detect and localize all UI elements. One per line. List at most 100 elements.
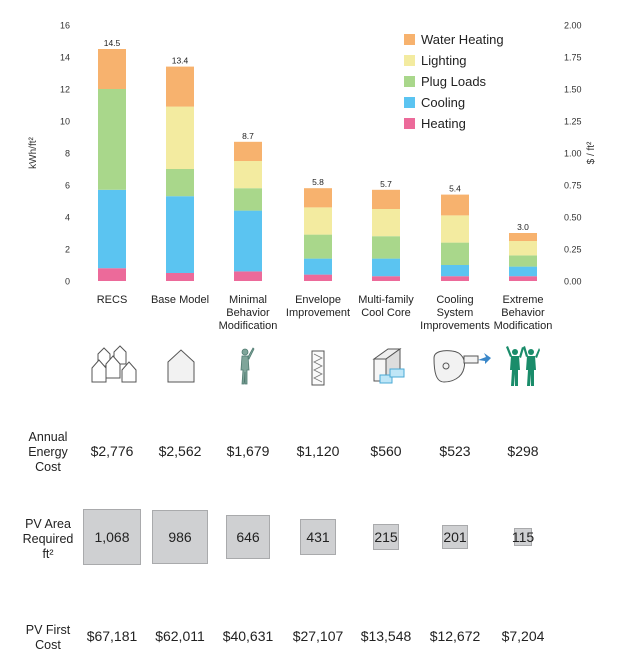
bar-segment-lighting <box>234 161 262 189</box>
bar-segment-cooling <box>166 196 194 273</box>
bar-segment-plug-loads <box>304 234 332 259</box>
wall-section-icon <box>310 350 326 386</box>
category-label-line: RECS <box>96 294 128 306</box>
pv-area-box <box>513 527 533 547</box>
category-label-line: Improvements <box>420 320 490 332</box>
pv-area-value: 986 <box>168 529 192 545</box>
pv-first-cost-value: $12,672 <box>429 628 481 644</box>
bar-segment-water-heating <box>234 141 262 161</box>
pv-area-value: 201 <box>443 529 467 545</box>
bar-segment-heating <box>234 271 262 281</box>
pv-area-box <box>299 519 337 555</box>
person-icon <box>236 344 256 386</box>
y2-tick-label: 1.75 <box>564 53 582 63</box>
y-tick-label: 12 <box>60 85 70 95</box>
bar-segment-plug-loads <box>234 188 262 211</box>
pv-area-value: 115 <box>511 529 535 545</box>
bar-segment-cooling <box>304 258 332 275</box>
category-label: RECS <box>70 294 154 307</box>
bar-segment-heating <box>98 268 126 281</box>
bar-segment-plug-loads <box>509 255 537 267</box>
pv-area-row-label: PV Area Required ft² <box>22 517 74 561</box>
y2-tick-label: 0.50 <box>564 213 582 223</box>
category-label-line: Modification <box>493 320 553 332</box>
y-tick-label: 0 <box>65 277 70 287</box>
bar-segment-cooling <box>372 258 400 277</box>
pv-area-box <box>83 509 141 565</box>
energy-cost-value: $1,120 <box>296 443 340 459</box>
y-tick-label: 8 <box>65 149 70 159</box>
category-label-line: Multi-family <box>358 294 414 306</box>
pv-first-cost-value: $13,548 <box>360 628 412 644</box>
y2-tick-label: 0.00 <box>564 277 582 287</box>
total-label: 13.4 <box>172 56 189 66</box>
bar-segment-water-heating <box>98 49 126 89</box>
category-label-line: Extreme <box>502 294 544 306</box>
pv-area-box <box>373 524 399 550</box>
fan-icon <box>430 348 492 386</box>
energy-cost-value: $2,776 <box>90 443 134 459</box>
bar-segment-heating <box>304 274 332 281</box>
y2-tick-label: 1.50 <box>564 85 582 95</box>
y2-axis-ticks: 0.00 0.25 0.50 0.75 1.00 1.25 1.50 1.75 2.00 <box>564 21 582 287</box>
pv-first-cost-value: $40,631 <box>222 628 274 644</box>
pv-area-value: 1,068 <box>94 529 130 545</box>
bar-segment-lighting <box>304 207 332 235</box>
bar-segment-water-heating <box>372 189 400 209</box>
category-label-line: System <box>436 307 474 319</box>
pv-first-cost-value: $27,107 <box>292 628 344 644</box>
y2-tick-label: 1.25 <box>564 117 582 127</box>
people-icon <box>506 344 540 388</box>
bar-segment-plug-loads <box>98 89 126 190</box>
total-label: 5.4 <box>449 184 461 194</box>
pv-area-value: 431 <box>306 529 330 545</box>
category-label: Multi-family Cool Core <box>344 294 428 320</box>
legend-label: Heating <box>421 116 466 131</box>
bar-segment-heating <box>372 276 400 281</box>
bar-segment-lighting <box>372 209 400 237</box>
y-axis-ticks: 0 2 4 6 8 10 12 14 16 <box>60 21 70 287</box>
legend-label: Lighting <box>421 53 467 68</box>
pv-area-box <box>442 524 468 550</box>
y2-tick-label: 2.00 <box>564 21 582 31</box>
energy-cost-value: $1,679 <box>226 443 270 459</box>
energy-cost-value: $523 <box>439 443 471 459</box>
total-label: 5.8 <box>312 177 324 187</box>
bar-segment-heating <box>441 276 469 281</box>
total-label: 3.0 <box>517 222 529 232</box>
bar-segment-heating <box>509 276 537 281</box>
houses-icon <box>90 340 142 384</box>
category-label: Cooling System Improvements <box>413 294 497 333</box>
pv-first-cost-value: $67,181 <box>86 628 138 644</box>
bar-segment-heating <box>166 273 194 281</box>
y-tick-label: 14 <box>60 53 70 63</box>
y-axis-label: kWh/ft² <box>28 137 39 169</box>
legend-swatch <box>404 34 415 45</box>
house-icon <box>166 348 196 384</box>
category-label-line: Modification <box>218 320 278 332</box>
y2-tick-label: 0.75 <box>564 181 582 191</box>
category-label-line: Base Model <box>150 294 210 306</box>
category-label-line: Envelope <box>295 294 341 306</box>
pv-first-cost-value: $62,011 <box>155 628 205 644</box>
y2-tick-label: 0.25 <box>564 245 582 255</box>
y-tick-label: 2 <box>65 245 70 255</box>
category-label: Base Model <box>138 294 222 307</box>
y2-tick-label: 1.00 <box>564 149 582 159</box>
category-label-line: Cooling <box>436 294 474 306</box>
category-label-line: Cool Core <box>361 307 411 319</box>
legend-swatch <box>404 76 415 87</box>
bar-segment-cooling <box>234 210 262 272</box>
category-label-line: Behavior <box>501 307 545 319</box>
stacked-bar-chart: 0 2 4 6 8 10 12 14 16 0.00 0.25 0.50 0.75 1.00 1.25 1.… <box>28 21 597 287</box>
bar-segment-water-heating <box>509 233 537 241</box>
legend-label: Cooling <box>421 95 465 110</box>
bar-segment-plug-loads <box>372 236 400 259</box>
total-label: 14.5 <box>104 38 121 48</box>
bar-segment-lighting <box>509 241 537 256</box>
category-label-line: Improvement <box>285 307 351 319</box>
energy-cost-value: $560 <box>370 443 402 459</box>
bar-segment-water-heating <box>304 188 332 208</box>
bar-segment-water-heating <box>441 194 469 216</box>
pv-first-cost-value: $7,204 <box>501 628 545 644</box>
